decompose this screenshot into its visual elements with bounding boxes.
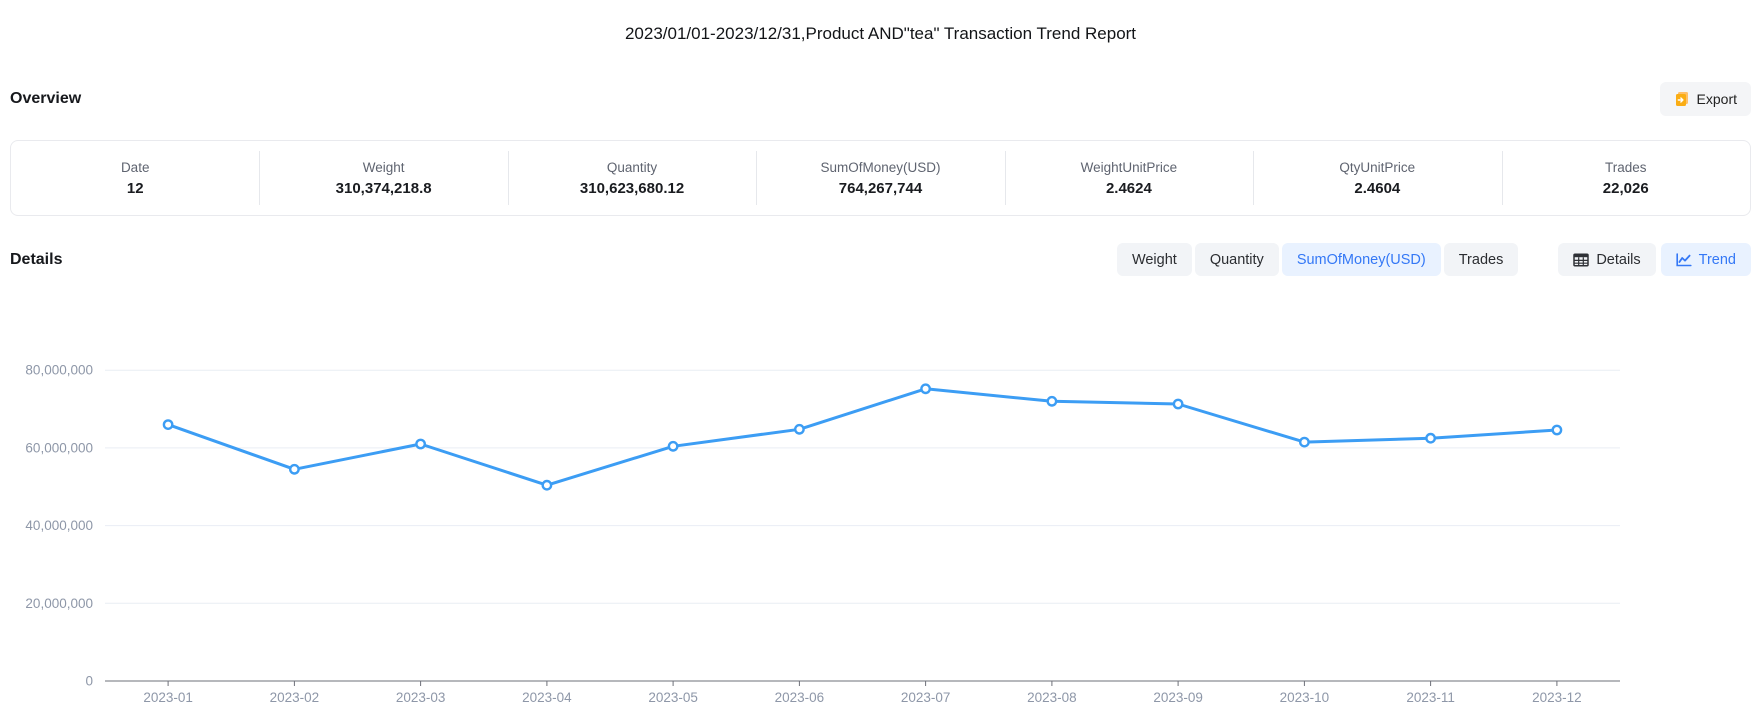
export-icon [1674, 91, 1690, 107]
x-axis-label: 2023-12 [1532, 690, 1582, 705]
stat-value: 764,267,744 [838, 179, 923, 197]
details-header-row: Details Weight Quantity SumOfMoney(USD) Tra… [10, 243, 1751, 276]
data-point-2023-07[interactable] [920, 383, 931, 395]
x-axis-label: 2023-11 [1406, 690, 1455, 705]
y-axis-label: 60,000,000 [25, 440, 93, 455]
overview-stats-card: Date 12 Weight 310,374,218.8 Quantity 310,623… [10, 140, 1751, 216]
metric-tab-quantity[interactable]: Quantity [1194, 243, 1279, 276]
x-axis-label: 2023-04 [522, 690, 572, 705]
details-toolbar: Weight Quantity SumOfMoney(USD) Trades Deta… [1114, 243, 1751, 276]
x-axis-label: 2023-02 [270, 690, 320, 705]
trend-line [166, 387, 1559, 487]
stat-value: 310,374,218.8 [335, 179, 432, 197]
y-axis-label: 20,000,000 [25, 596, 93, 611]
x-axis-label: 2023-08 [1027, 690, 1077, 705]
data-point-2023-08[interactable] [1046, 395, 1058, 407]
view-tab-label: Trend [1698, 251, 1736, 268]
page-title: 2023/01/01-2023/12/31,Product AND"tea" T… [624, 24, 1137, 43]
data-point-2023-10[interactable] [1299, 436, 1310, 448]
x-axis-label: 2023-03 [396, 690, 446, 705]
stat-label: WeightUnitPrice [1080, 159, 1178, 175]
data-point-2023-02[interactable] [288, 463, 300, 475]
stat-qtyunitprice: QtyUnitPrice 2.4604 [1253, 141, 1501, 215]
stat-label: SumOfMoney(USD) [820, 159, 941, 175]
y-axis-label: 80,000,000 [25, 363, 93, 378]
table-icon [1573, 252, 1590, 267]
x-axis-label: 2023-09 [1153, 690, 1203, 705]
metric-tab-group: Weight Quantity SumOfMoney(USD) Trades [1114, 243, 1519, 276]
stat-label: QtyUnitPrice [1339, 159, 1416, 175]
stat-value: 2.4624 [1105, 179, 1152, 197]
stat-label: Trades [1604, 159, 1647, 175]
view-tab-label: Details [1596, 251, 1641, 268]
export-button-label: Export [1696, 91, 1737, 107]
stat-label: Quantity [606, 159, 658, 175]
trend-line-chart: 0 20,000,000 40,000,000 60,000,000 80,000,00… [25, 363, 1620, 705]
data-point-2023-05[interactable] [667, 440, 679, 452]
stat-quantity: Quantity 310,623,680.12 [507, 141, 756, 215]
overview-heading: Overview [10, 90, 82, 107]
metric-tab-weight[interactable]: Weight [1116, 243, 1192, 276]
overview-header-row: Overview Export [10, 82, 1751, 116]
metric-tab-trades[interactable]: Trades [1443, 243, 1519, 276]
x-axis-label: 2023-05 [648, 690, 698, 705]
y-axis-label: 0 [85, 674, 93, 689]
metric-tab-sumofmoney-usd[interactable]: SumOfMoney(USD) [1281, 243, 1441, 276]
stat-trades: Trades 22,026 [1501, 141, 1750, 215]
x-axis-label: 2023-07 [901, 690, 951, 705]
stat-label: Weight [362, 159, 405, 175]
data-point-2023-04[interactable] [541, 479, 553, 491]
stat-value: 12 [126, 179, 144, 197]
data-point-2023-01[interactable] [162, 419, 174, 431]
x-axis-label: 2023-10 [1280, 690, 1330, 705]
data-point-2023-12[interactable] [1551, 424, 1563, 436]
view-tab-details[interactable]: Details [1558, 243, 1656, 276]
line-chart-icon [1676, 252, 1692, 267]
stat-value: 22,026 [1602, 179, 1649, 197]
details-heading: Details [10, 250, 63, 268]
export-button[interactable]: Export [1659, 82, 1751, 116]
x-axis-label: 2023-01 [143, 690, 193, 705]
trend-chart-area: 0 20,000,000 40,000,000 60,000,000 80,000,00… [0, 300, 1761, 720]
view-tab-trend[interactable]: Trend [1660, 243, 1751, 276]
data-point-2023-06[interactable] [794, 423, 805, 435]
stat-weight: Weight 310,374,218.8 [259, 141, 507, 215]
x-axis-label: 2023-06 [775, 690, 825, 705]
view-tab-group: Details Trend [1553, 243, 1751, 276]
stat-label: Date [120, 159, 150, 175]
stat-sumofmoney-usd: SumOfMoney(USD) 764,267,744 [756, 141, 1004, 215]
data-point-2023-03[interactable] [415, 438, 426, 450]
stat-value: 2.4604 [1354, 179, 1401, 197]
data-point-2023-11[interactable] [1425, 432, 1437, 444]
stat-date: Date 12 [11, 141, 259, 215]
data-point-2023-09[interactable] [1172, 398, 1184, 410]
stat-value: 310,623,680.12 [579, 179, 685, 197]
stat-weightunitprice: WeightUnitPrice 2.4624 [1004, 141, 1253, 215]
y-axis-label: 40,000,000 [25, 518, 93, 533]
